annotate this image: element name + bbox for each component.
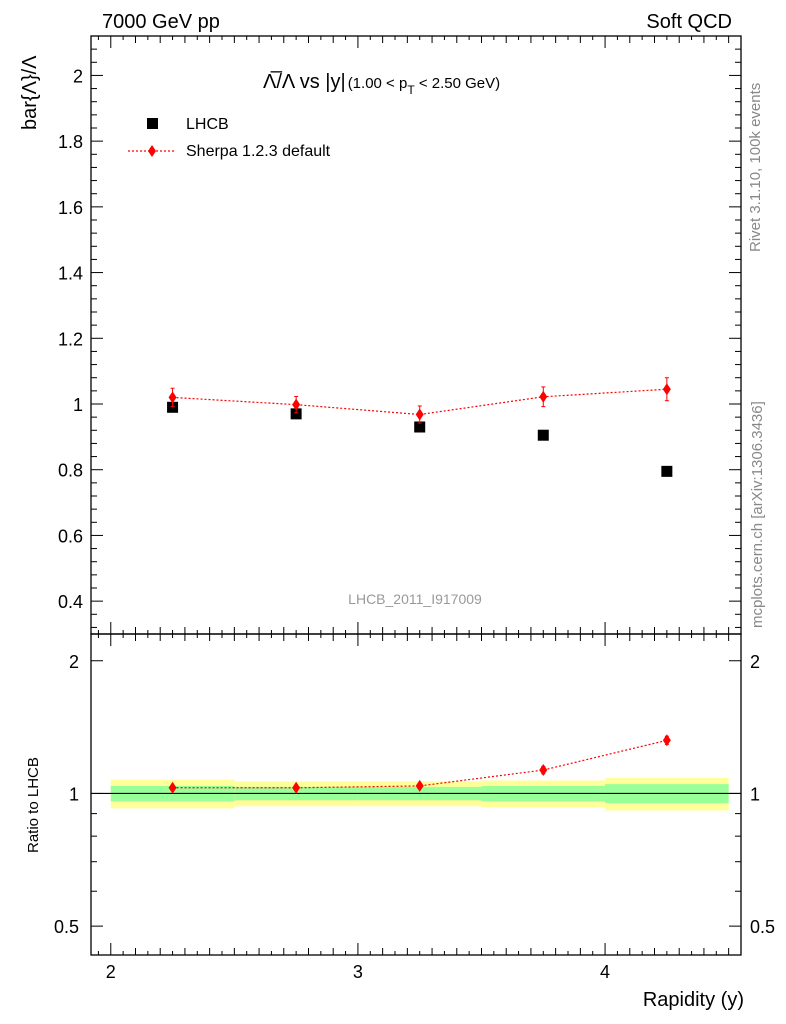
watermark: LHCB_2011_I917009 bbox=[348, 591, 482, 607]
ratio-y-tick-label-right: 2 bbox=[750, 652, 760, 672]
ratio-sherpa-point bbox=[662, 734, 671, 747]
main-title: Λ̅/Λ vs |y| (1.00 < pT < 2.50 GeV) bbox=[263, 70, 500, 97]
lhcb-point bbox=[661, 465, 673, 477]
lhcb-point bbox=[414, 421, 426, 433]
main-y-tick-label: 0.8 bbox=[58, 461, 83, 481]
source-label: mcplots.cern.ch [arXiv:1306.3436] bbox=[749, 401, 766, 628]
main-y-tick-label: 1.2 bbox=[58, 329, 83, 349]
lhcb-point bbox=[167, 401, 179, 413]
lhcb-point bbox=[537, 429, 549, 441]
x-tick-label: 4 bbox=[600, 962, 610, 982]
title-main: Λ̅/Λ vs |y| bbox=[263, 70, 346, 93]
main-y-tick-label: 0.4 bbox=[58, 592, 83, 612]
sherpa-point bbox=[539, 390, 548, 403]
sherpa-point bbox=[662, 383, 671, 396]
sherpa-point bbox=[292, 398, 301, 411]
main-y-tick-label: 1.4 bbox=[58, 264, 83, 284]
x-tick-label: 3 bbox=[353, 962, 363, 982]
chart-marks: 2 3 4 0.4 0.6 0.8 1 1.2 1.4 1.6 1.8 2 0.5 0.5 1 1 2 2 bbox=[54, 35, 775, 982]
main-y-tick-label: 1.6 bbox=[58, 198, 83, 218]
ratio-sherpa-point bbox=[168, 781, 177, 794]
header-left: 7000 GeV pp bbox=[102, 11, 220, 33]
x-tick-label: 2 bbox=[106, 962, 116, 982]
ratio-y-tick-label-left: 2 bbox=[69, 652, 79, 672]
ratio-y-tick-label-left: 1 bbox=[69, 784, 79, 804]
ratio-sherpa-point bbox=[292, 781, 301, 794]
ratio-sherpa-point bbox=[539, 764, 548, 777]
sherpa-point bbox=[415, 408, 424, 421]
rivet-label: Rivet 3.1.10, 100k events bbox=[747, 83, 764, 252]
legend-lhcb-label: LHCB bbox=[186, 116, 229, 133]
ratio-ylabel: Ratio to LHCB bbox=[25, 757, 42, 853]
sherpa-line bbox=[172, 388, 667, 416]
title-cond-close: < 2.50 GeV) bbox=[415, 75, 500, 92]
legend-sherpa-marker bbox=[148, 145, 156, 157]
ratio-frame bbox=[90, 633, 742, 956]
ratio-y-tick-label-left: 0.5 bbox=[54, 917, 79, 937]
legend-lhcb-marker bbox=[147, 118, 158, 129]
ratio-y-tick-label-right: 1 bbox=[750, 784, 760, 804]
x-axis-title: Rapidity (y) bbox=[643, 989, 744, 1011]
title-cond-sub: T bbox=[407, 83, 415, 97]
main-y-tick-label: 2 bbox=[73, 66, 83, 86]
ratio-y-tick-label-right: 0.5 bbox=[750, 917, 775, 937]
main-ylabel: bar{Λ}/Λ bbox=[19, 55, 41, 130]
title-cond-open: (1.00 < p bbox=[348, 75, 408, 92]
ratio-sherpa-point bbox=[415, 779, 424, 792]
sherpa-point bbox=[168, 391, 177, 404]
lhcb-point bbox=[290, 408, 302, 420]
header-right: Soft QCD bbox=[646, 11, 732, 33]
main-y-tick-label: 1 bbox=[73, 395, 83, 415]
main-y-tick-label: 0.6 bbox=[58, 526, 83, 546]
main-y-tick-label: 1.8 bbox=[58, 132, 83, 152]
legend-sherpa-label: Sherpa 1.2.3 default bbox=[186, 143, 331, 160]
